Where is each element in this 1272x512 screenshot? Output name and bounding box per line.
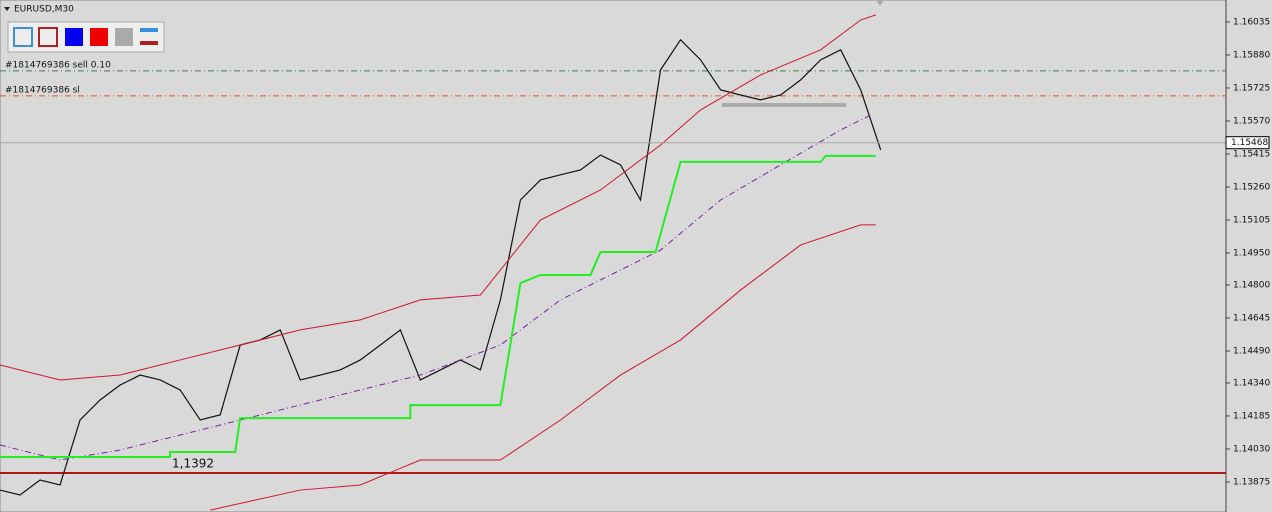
y-tick-label: 1.16035 (1233, 17, 1270, 27)
plot-area (0, 0, 1227, 512)
tool-button[interactable] (90, 28, 108, 46)
y-tick-label: 1.15880 (1233, 50, 1270, 60)
shift-marker (876, 0, 884, 6)
y-tick-label: 1.15725 (1233, 83, 1270, 93)
y-tick-label: 1.15570 (1233, 116, 1270, 126)
tool-button[interactable] (13, 27, 33, 47)
series-line (210, 224, 876, 511)
series-line (0, 154, 876, 459)
level-label: #1814769386 sell 0.10 (5, 60, 111, 70)
y-tick-label: 1.14800 (1233, 280, 1270, 290)
tool-button[interactable] (140, 28, 158, 32)
tool-button[interactable] (38, 27, 58, 47)
y-tick-label: 1.13875 (1233, 477, 1270, 487)
toolbar-bg (7, 21, 165, 53)
zone (722, 103, 846, 107)
menu-arrow[interactable] (4, 7, 10, 11)
series-line (0, 14, 876, 381)
y-tick-label: 1.14185 (1233, 411, 1270, 421)
tool-button[interactable] (115, 28, 133, 46)
annotation: 1,1392 (172, 457, 214, 471)
y-tick-label: 1.14490 (1233, 346, 1270, 356)
symbol-title: EURUSD,M30 (14, 5, 74, 15)
toolbar (7, 21, 165, 53)
y-tick-label: 1.15415 (1233, 149, 1270, 159)
level-label: #1814769386 sl (5, 85, 80, 95)
tool-button[interactable] (140, 41, 158, 45)
y-tick-label: 1.14645 (1233, 313, 1270, 323)
y-tick-label: 1.15260 (1233, 182, 1270, 192)
y-tick-label: 1.14340 (1233, 378, 1270, 388)
price-box (1225, 136, 1270, 150)
tool-button[interactable] (65, 28, 83, 46)
y-tick-label: 1.14950 (1233, 249, 1270, 259)
series-line (0, 38, 882, 496)
last-price-label: 1.15468 (1231, 138, 1268, 148)
y-tick-label: 1.15105 (1233, 216, 1270, 226)
y-tick-label: 1.14030 (1233, 444, 1270, 454)
series-line (0, 114, 871, 461)
